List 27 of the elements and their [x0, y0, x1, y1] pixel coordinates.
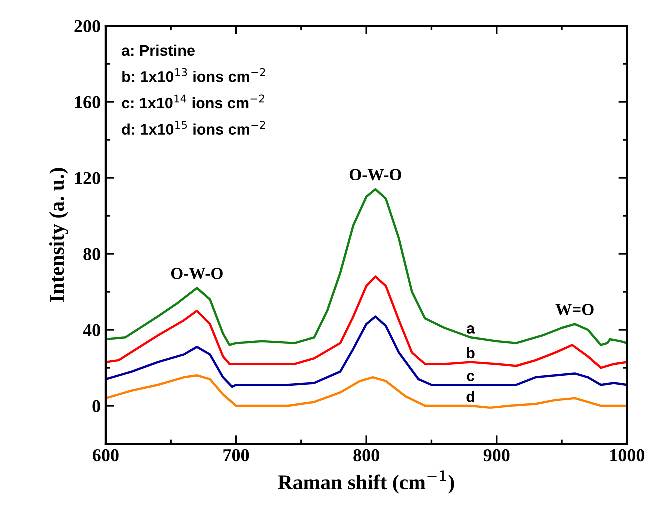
x-tick-label: 600 — [93, 449, 119, 462]
annotation: d: 1x10$^{15}$ ions cm$^{−2}$ — [122, 121, 266, 135]
line-series — [106, 374, 628, 410]
annotation: a: Pristine — [122, 44, 195, 56]
y-tick-label: 120 — [75, 172, 100, 184]
y-tick-label: 0 — [92, 400, 100, 412]
y-tick-label: 160 — [75, 96, 100, 108]
series-label: b — [467, 347, 475, 359]
series-label: d — [466, 391, 474, 402]
x-tick-label: 900 — [484, 449, 510, 462]
y-tick-label: 200 — [74, 20, 100, 32]
y-tick-label: 40 — [83, 324, 100, 336]
y-tick-label: 80 — [84, 248, 100, 260]
annotation: c: 1x10$^{14}$ ions cm$^{−2}$ — [122, 94, 264, 109]
x-tick-label: 1000 — [610, 449, 645, 462]
series-label: c — [467, 373, 475, 382]
annotation: b: 1x10$^{13}$ ions cm$^{−2}$ — [122, 68, 266, 82]
series-label: a — [467, 326, 476, 334]
x-axis-title: Raman shift (cm$^{−1}$) — [278, 470, 454, 494]
annotation: O-W-O — [350, 169, 402, 181]
line-series — [106, 188, 628, 346]
y-axis-title: Intensity (a. u.) — [49, 168, 68, 302]
x-tick-label: 800 — [354, 449, 380, 462]
line-series — [106, 316, 628, 388]
x-tick-label: 700 — [224, 449, 250, 462]
annotation: W=O — [556, 304, 594, 316]
annotation: O-W-O — [171, 268, 223, 280]
